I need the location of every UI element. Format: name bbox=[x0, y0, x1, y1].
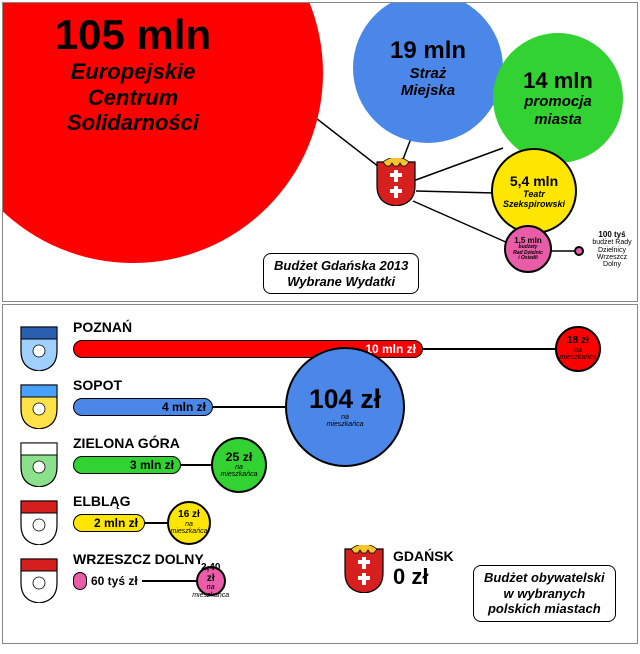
city-bar: 3 mln zł bbox=[73, 456, 181, 474]
per-capita-sub: namieszkańca bbox=[192, 584, 229, 599]
caption-line2: w wybranych bbox=[484, 586, 605, 602]
per-capita-value: 104 zł bbox=[309, 386, 381, 414]
city-name: SOPOT bbox=[73, 377, 122, 393]
city-name: ZIELONA GÓRA bbox=[73, 435, 180, 451]
bubble-teatr-label: TeatrSzekspirowski bbox=[503, 189, 565, 210]
caption-line3: polskich miastach bbox=[484, 601, 605, 617]
per-capita-bubble: 2,40 zł namieszkańca bbox=[196, 566, 226, 596]
city-crest-icon bbox=[15, 557, 63, 603]
per-capita-value: 25 zł bbox=[226, 451, 253, 464]
connector-line bbox=[423, 348, 555, 350]
city-row: ELBLĄG 2 mln zł 16 zł namieszkańca bbox=[73, 491, 627, 549]
per-capita-bubble: 18 zł namieszkańca bbox=[555, 326, 601, 372]
bubble-ecs-amount: 105 mln bbox=[55, 11, 211, 59]
bottom-panel: POZNAŃ 10 mln zł 18 zł namieszkańca SOPO… bbox=[2, 304, 638, 644]
per-capita-value: 2,40 zł bbox=[198, 563, 224, 584]
per-capita-sub: namieszkańca bbox=[171, 521, 208, 536]
bubble-rady: 1,5 mlnbudżetyRad Dzielnici Osiedli bbox=[504, 225, 552, 273]
per-capita-bubble: 25 zł namieszkańca bbox=[211, 437, 267, 493]
bubble-promo: 14 mlnpromocjamiasta bbox=[493, 33, 623, 163]
city-row: ZIELONA GÓRA 3 mln zł 25 zł namieszkańca bbox=[73, 433, 627, 491]
bubble-teatr: 5,4 mlnTeatrSzekspirowski bbox=[491, 148, 577, 234]
city-bar: 4 mln zł bbox=[73, 398, 213, 416]
bubble-promo-label: promocjamiasta bbox=[524, 93, 592, 128]
city-row: SOPOT 4 mln zł 104 zł namieszkańca bbox=[73, 375, 627, 433]
bubble-straz-amount: 19 mln bbox=[390, 37, 466, 65]
city-crest-icon bbox=[15, 499, 63, 545]
bottom-caption-box: Budżet obywatelski w wybranych polskich … bbox=[473, 565, 616, 622]
connector-line bbox=[181, 464, 211, 466]
city-bar-value: 2 mln zł bbox=[94, 516, 138, 530]
tiny-label-line3: Wrzeszcz Dolny bbox=[587, 254, 637, 269]
gdansk-crest-icon bbox=[375, 158, 417, 206]
bubble-wrzeszcz bbox=[574, 246, 584, 256]
city-name: ELBLĄG bbox=[73, 493, 131, 509]
tiny-budget-label: 100 tyś budżet Rady Dzielnicy Wrzeszcz D… bbox=[587, 231, 637, 269]
city-bar bbox=[73, 572, 87, 590]
top-panel: 105 mlnEuropejskieCentrumSolidarności 19 … bbox=[2, 2, 638, 302]
gdansk-label: GDAŃSK bbox=[393, 548, 454, 564]
title-line2: Wybrane Wydatki bbox=[274, 274, 408, 290]
per-capita-bubble: 16 zł namieszkańca bbox=[167, 501, 211, 545]
per-capita-value: 16 zł bbox=[178, 510, 200, 521]
city-crest-icon bbox=[15, 325, 63, 371]
title-line1: Budżet Gdańska 2013 bbox=[274, 258, 408, 274]
per-capita-sub: namieszkańca bbox=[221, 464, 258, 479]
city-bar-value: 60 tyś zł bbox=[91, 574, 138, 588]
city-crest-icon bbox=[15, 441, 63, 487]
bubble-rady-label: budżetyRad Dzielnici Osiedli bbox=[513, 245, 543, 262]
connector-line bbox=[145, 522, 167, 524]
caption-line1: Budżet obywatelski bbox=[484, 570, 605, 586]
city-bar-value: 4 mln zł bbox=[162, 400, 206, 414]
per-capita-sub: namieszkańca bbox=[327, 414, 364, 429]
gdansk-crest-bottom-icon bbox=[343, 545, 385, 593]
city-name: WRZESZCZ DOLNY bbox=[73, 551, 204, 567]
city-crest-icon bbox=[15, 383, 63, 429]
per-capita-sub: namieszkańca bbox=[560, 347, 597, 362]
bubble-teatr-amount: 5,4 mln bbox=[510, 173, 558, 189]
gdansk-block: GDAŃSK 0 zł bbox=[343, 545, 454, 593]
gdansk-value: 0 zł bbox=[393, 564, 454, 590]
bubble-straz-label: StrażMiejska bbox=[401, 65, 455, 100]
bubble-ecs-label: EuropejskieCentrumSolidarności bbox=[67, 59, 199, 135]
bubble-promo-amount: 14 mln bbox=[523, 68, 593, 93]
tiny-label-line2: budżet Rady Dzielnicy bbox=[587, 239, 637, 254]
city-name: POZNAŃ bbox=[73, 319, 132, 335]
city-bar: 2 mln zł bbox=[73, 514, 145, 532]
city-bar-value: 3 mln zł bbox=[130, 458, 174, 472]
connector-line bbox=[142, 580, 196, 582]
connector-line bbox=[213, 406, 285, 408]
top-title-box: Budżet Gdańska 2013 Wybrane Wydatki bbox=[263, 253, 419, 294]
per-capita-value: 18 zł bbox=[567, 336, 589, 347]
tiny-label-amount: 100 tyś bbox=[587, 231, 637, 239]
